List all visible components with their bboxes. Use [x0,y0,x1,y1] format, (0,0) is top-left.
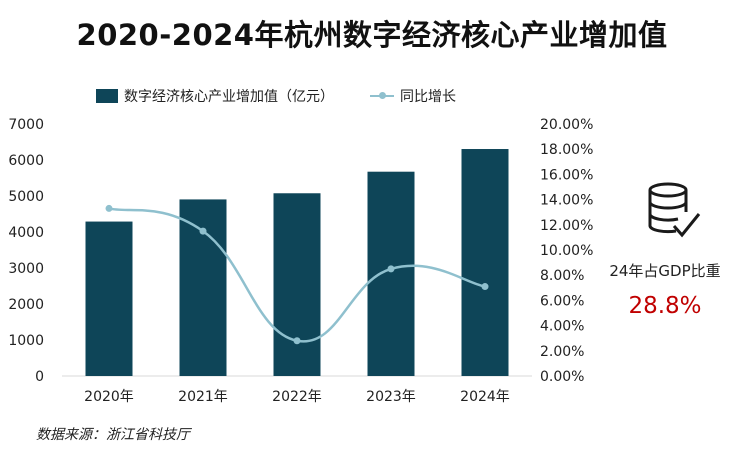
legend-item-line: 同比增长 [370,86,456,106]
y-left-tick-label: 7000 [8,117,44,133]
y-left-tick-label: 1000 [8,333,44,349]
y-left-tick-label: 0 [35,369,44,385]
y-right-tick-label: 8.00% [540,268,584,284]
data-source-note: 数据来源：浙江省科技厅 [36,427,190,443]
y-left-tick-label: 6000 [8,153,44,169]
database-check-icon [648,182,701,238]
x-tick-label: 2023年 [366,389,416,405]
y-left-tick-label: 3000 [8,261,44,277]
y-right-tick-label: 2.00% [540,344,584,360]
x-tick-label: 2021年 [178,389,228,405]
y-right-tick-label: 16.00% [540,167,593,183]
bar-1 [85,221,133,376]
y-right-tick-label: 18.00% [540,142,593,158]
legend-swatch-line [370,89,394,103]
x-tick-label: 2020年 [84,389,134,405]
x-tick-label: 2022年 [272,389,322,405]
gdp-share-panel: 24年占GDP比重 28.8% [600,180,730,330]
bar-3 [273,193,321,376]
y-left-tick-label: 4000 [8,225,44,241]
y-right-tick-label: 14.00% [540,193,593,209]
legend-swatch-bar [96,89,118,103]
y-right-tick-label: 6.00% [540,293,584,309]
y-right-tick-label: 4.00% [540,319,584,335]
y-right-tick-label: 0.00% [540,369,584,385]
x-tick-label: 2024年 [460,389,510,405]
growth-point-2 [199,227,207,235]
chart-title: 2020-2024年杭州数字经济核心产业增加值 [76,18,668,52]
bar-4 [367,171,415,376]
bar-5 [461,149,509,376]
y-right-tick-label: 20.00% [540,117,593,133]
growth-point-1 [105,204,113,212]
y-left-tick-label: 2000 [8,297,44,313]
bar-2 [179,199,227,376]
growth-point-5 [481,283,489,291]
y-right-tick-label: 12.00% [540,218,593,234]
gdp-share-value: 28.8% [628,293,702,319]
growth-point-4 [387,265,395,273]
growth-point-3 [293,337,301,345]
y-left-tick-label: 5000 [8,189,44,205]
legend-item-bar: 数字经济核心产业增加值（亿元） [96,86,334,106]
chart-legend: 数字经济核心产业增加值（亿元） 同比增长 [96,86,492,106]
y-right-tick-label: 10.00% [540,243,593,259]
legend-label-bar: 数字经济核心产业增加值（亿元） [124,89,334,105]
gdp-share-label: 24年占GDP比重 [609,262,721,280]
legend-label-line: 同比增长 [400,89,456,105]
